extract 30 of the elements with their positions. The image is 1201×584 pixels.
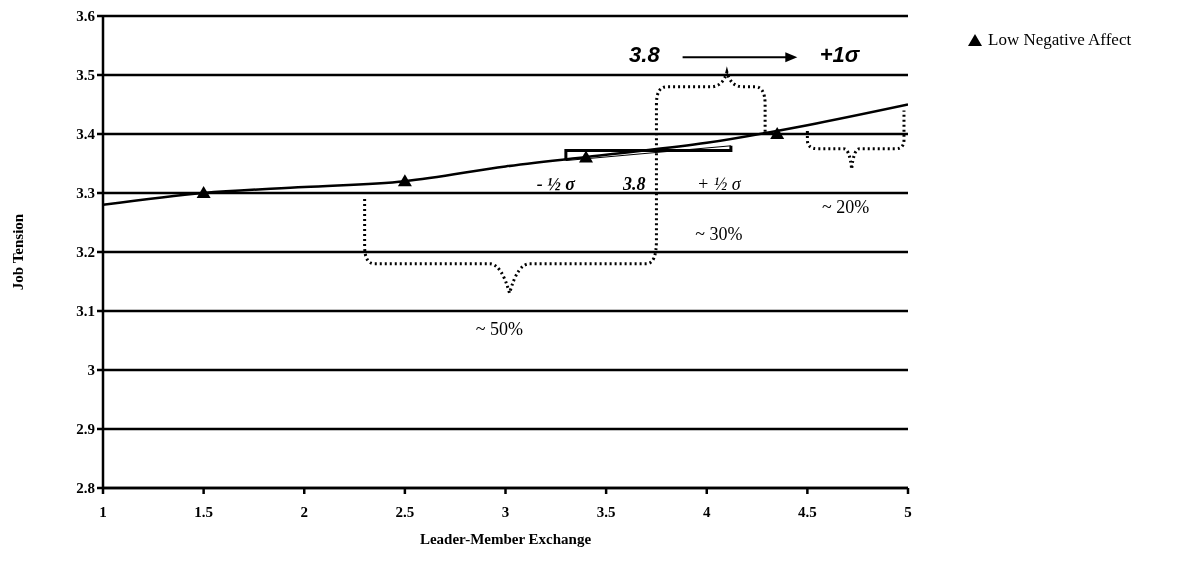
y-tick-label: 3.4	[76, 126, 96, 143]
point	[397, 174, 412, 187]
y-tick-label: 2.9	[76, 421, 95, 438]
y-tick-label: 3.2	[76, 244, 95, 261]
x-tick-label: 4	[703, 503, 711, 520]
annotation: +1σ	[819, 42, 861, 68]
y-tick-label: 3.6	[76, 8, 96, 25]
x-tick-label: 2.5	[395, 503, 415, 520]
annotation: ~ 50%	[475, 318, 524, 339]
annotation: ~ 20%	[822, 197, 870, 218]
legend-label: Low Negative Affect	[988, 30, 1132, 50]
x-tick-label: 3.5	[596, 503, 616, 520]
y-tick-label: 3.5	[76, 67, 95, 84]
y-tick-label: 3.1	[76, 303, 95, 320]
y-tick-label: 2.8	[76, 480, 95, 497]
x-axis-title: Leader-Member Exchange	[419, 531, 592, 547]
y-axis-title: Job Tension	[10, 213, 27, 291]
x-tick-label: 3	[501, 503, 510, 520]
y-tick-label: 3.3	[76, 185, 95, 202]
point	[770, 127, 785, 139]
x-tick-label: 2	[300, 503, 308, 520]
annotation: 3.8	[622, 174, 646, 195]
annotation: 3.8	[629, 42, 661, 68]
x-tick-label: 1.5	[194, 503, 213, 520]
annotation: - ½ σ	[536, 174, 577, 195]
x-tick-label: 1	[99, 503, 107, 520]
y-tick-label: 3	[87, 362, 95, 379]
x-tick-label: 5	[904, 503, 912, 520]
x-tick-label: 4.5	[798, 503, 817, 520]
point	[196, 186, 211, 198]
